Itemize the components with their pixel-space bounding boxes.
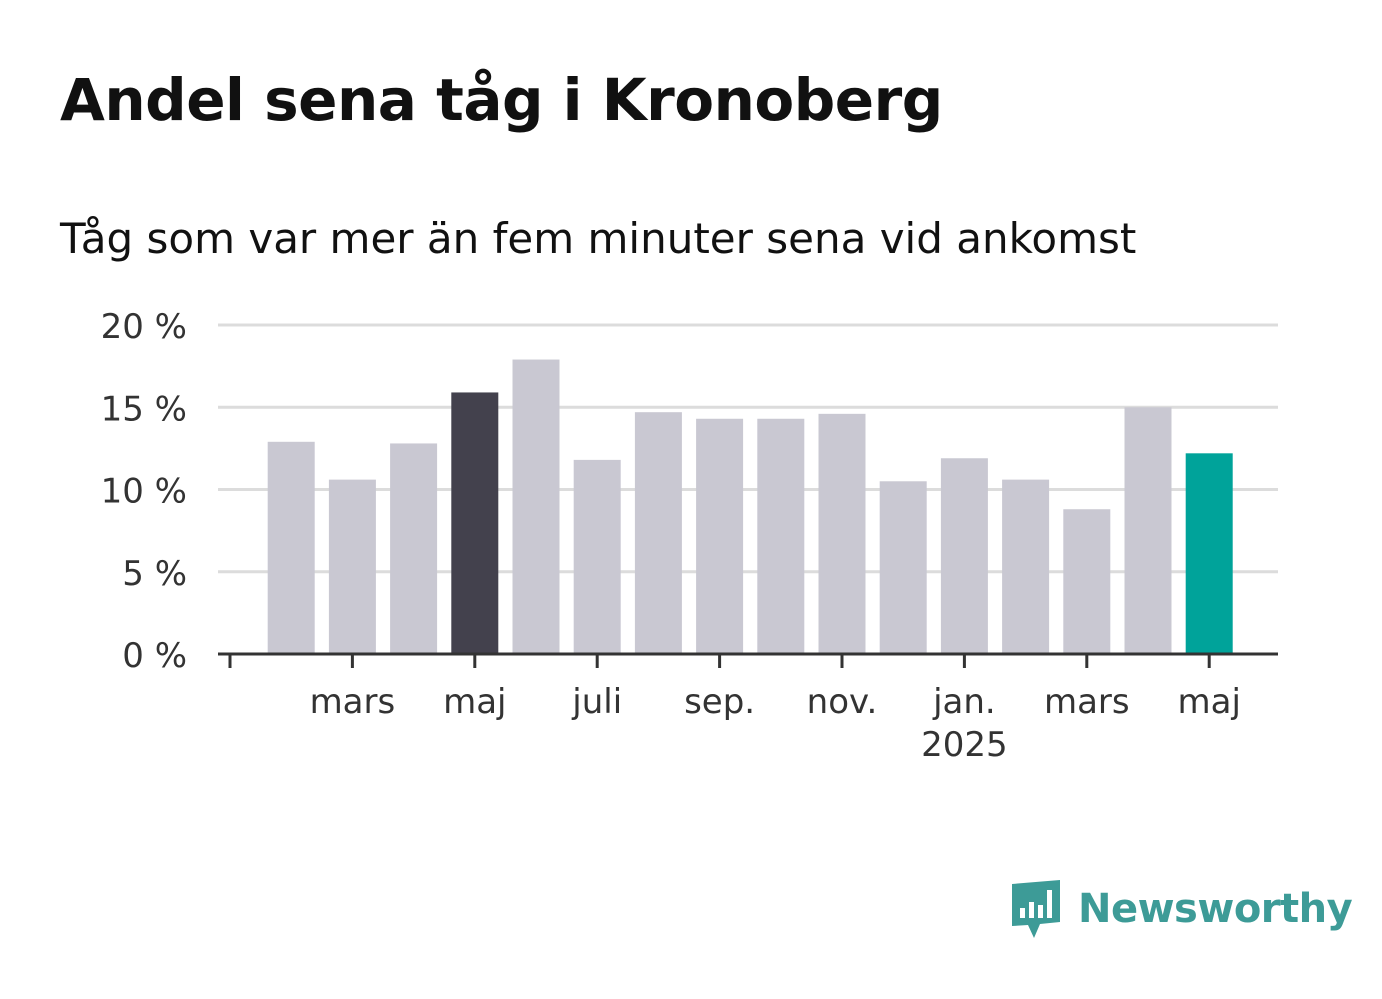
bar bbox=[757, 418, 805, 654]
bars bbox=[267, 359, 1233, 654]
brand-name: Newsworthy bbox=[1078, 886, 1353, 932]
bar bbox=[696, 418, 744, 654]
bar bbox=[1063, 509, 1111, 654]
bar bbox=[1124, 407, 1172, 654]
bar bbox=[940, 458, 988, 654]
bar bbox=[1002, 479, 1050, 654]
bar bbox=[390, 443, 438, 654]
x-tick-label: sep. bbox=[684, 682, 755, 722]
x-tick-label: mars bbox=[1044, 682, 1130, 722]
chart-subtitle: Tåg som var mer än fem minuter sena vid … bbox=[60, 214, 1137, 263]
y-axis: 0 % 5 % 10 % 15 % 20 % bbox=[101, 307, 187, 676]
x-tick-year-label: 2025 bbox=[921, 725, 1008, 765]
grid-lines bbox=[218, 323, 1278, 574]
x-tick-label: nov. bbox=[807, 682, 878, 722]
bar bbox=[818, 413, 866, 654]
y-tick-label: 15 % bbox=[101, 389, 187, 429]
bar bbox=[879, 481, 927, 654]
x-axis bbox=[218, 652, 1278, 668]
chart-title: Andel sena tåg i Kronoberg bbox=[60, 66, 943, 134]
bar bbox=[328, 479, 376, 654]
x-tick-label: juli bbox=[571, 682, 622, 722]
y-tick-label: 5 % bbox=[122, 554, 187, 594]
bar bbox=[451, 392, 499, 654]
y-tick-label: 20 % bbox=[101, 307, 187, 347]
y-tick-label: 0 % bbox=[122, 636, 187, 676]
brand-logo: Newsworthy bbox=[1010, 878, 1353, 940]
bar bbox=[634, 412, 682, 654]
x-tick-label: jan. bbox=[932, 682, 996, 722]
x-tick-label: mars bbox=[310, 682, 396, 722]
x-tick-labels: mars maj juli sep. nov. jan.2025 mars maj bbox=[310, 682, 1241, 765]
bar bbox=[512, 359, 560, 654]
x-tick-label: maj bbox=[1177, 682, 1240, 722]
bar bbox=[1185, 453, 1233, 654]
x-tick-label: maj bbox=[443, 682, 506, 722]
bar-chart-speech-bubble-icon bbox=[1012, 880, 1060, 938]
bar bbox=[267, 441, 315, 654]
y-tick-label: 10 % bbox=[101, 472, 187, 512]
bar bbox=[573, 459, 621, 654]
